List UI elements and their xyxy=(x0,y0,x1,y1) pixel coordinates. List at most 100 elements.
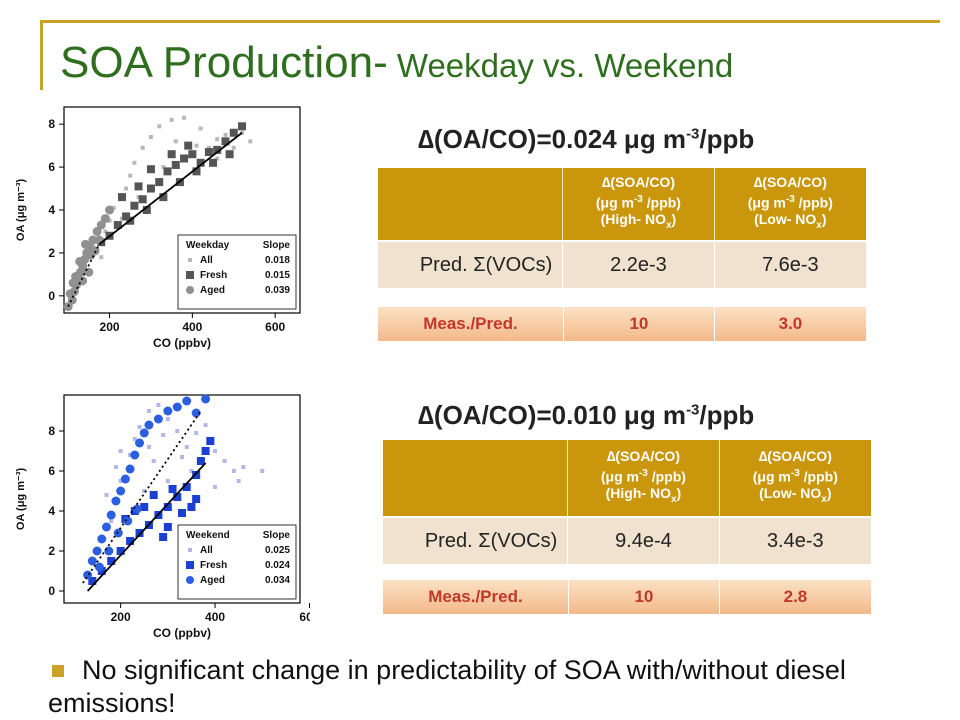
weekday-meas-row: Meas./Pred. 10 3.0 xyxy=(378,307,866,341)
weekend-xtick-label-600: 600 xyxy=(299,610,310,624)
weekend-xtick-label-400: 400 xyxy=(205,610,225,624)
weekday-point-all-20 xyxy=(206,145,211,150)
weekend-plot-svg: 200 400 600 0 2 4 6 8 CO (ppbv) OA (μg m⁻³) Weeken… xyxy=(15,394,320,640)
weekend-point-all-13 xyxy=(222,459,227,463)
weekend-legend-slope-all: 0.025 xyxy=(265,545,290,556)
weekend-point-all-21 xyxy=(165,479,170,483)
weekend-point-aged-0 xyxy=(83,570,93,580)
weekday-point-fresh-3 xyxy=(122,212,131,221)
weekday-low-line2: (μg m-3 /ppb) xyxy=(715,191,866,212)
weekday-high-line2a: (μg m xyxy=(595,194,634,211)
weekend-point-all-5 xyxy=(146,409,151,413)
weekend-point-aged-19 xyxy=(201,394,211,404)
weekend-point-fresh-4 xyxy=(126,537,135,545)
weekday-point-fresh-4 xyxy=(130,201,139,210)
weekend-point-fresh-20 xyxy=(178,509,186,517)
weekend-point-all-17 xyxy=(132,437,137,441)
weekend-delta-suffix: /ppb xyxy=(699,400,755,430)
weekend-point-aged-1 xyxy=(87,556,97,566)
weekend-high-line2a: (μg m xyxy=(600,468,639,485)
weekday-point-fresh-10 xyxy=(180,154,189,163)
weekend-high-line2b: /ppb) xyxy=(647,468,686,485)
weekday-pred-high: 2.2e-3 xyxy=(562,240,715,288)
weekend-point-all-23 xyxy=(213,485,218,489)
weekend-point-fresh-19 xyxy=(163,523,172,531)
weekend-point-all-11 xyxy=(203,423,208,427)
weekday-high-line3: (High- NOx) xyxy=(563,211,713,234)
weekend-delta-heading: ∆(OA/CO)=0.010 μg m-3/ppb xyxy=(418,400,754,431)
weekend-point-fresh-9 xyxy=(173,493,182,501)
weekday-low-line3: (Low- NOx) xyxy=(715,211,866,234)
weekday-point-all-18 xyxy=(161,165,166,170)
weekday-point-all-21 xyxy=(223,132,228,137)
weekend-meas-high: 10 xyxy=(568,580,720,614)
weekday-meas-high: 10 xyxy=(563,307,715,341)
weekday-point-all-11 xyxy=(182,115,187,120)
weekend-point-fresh-16 xyxy=(149,491,158,499)
weekend-point-aged-2 xyxy=(92,546,102,556)
weekday-header-low-nox: ∆(SOA/CO) (μg m-3 /ppb) (Low- NOx) xyxy=(714,168,866,241)
weekday-legend-marker-all xyxy=(188,258,192,262)
weekday-point-fresh-28 xyxy=(184,141,193,150)
weekend-delta-prefix: ∆(OA/CO)=0.010 xyxy=(418,400,624,430)
weekday-point-fresh-23 xyxy=(209,158,218,167)
weekend-point-all-14 xyxy=(231,469,236,473)
weekend-point-all-26 xyxy=(104,493,109,497)
weekend-point-aged-6 xyxy=(111,496,121,506)
weekday-point-all-28 xyxy=(215,156,220,161)
weekday-low-line2b: /ppb) xyxy=(794,194,833,211)
weekday-point-all-24 xyxy=(128,173,133,178)
weekday-pred-row: Pred. Σ(VOCs) 2.2e-3 7.6e-3 xyxy=(378,240,866,288)
weekend-point-all-2 xyxy=(118,479,123,483)
weekend-point-all-6 xyxy=(156,403,161,407)
weekday-legend-slope-fresh: 0.015 xyxy=(265,270,290,281)
weekend-point-all-27 xyxy=(113,465,118,469)
weekday-low-line2exp: -3 xyxy=(785,193,795,205)
weekday-point-all-4 xyxy=(111,205,116,210)
weekend-legend-marker-all xyxy=(188,548,192,552)
weekday-header-row: ∆(SOA/CO) (μg m-3 /ppb) (High- NOx) ∆(SO… xyxy=(378,168,866,241)
weekday-point-fresh-27 xyxy=(134,182,143,191)
weekday-point-aged-18 xyxy=(81,239,91,249)
weekday-legend-marker-fresh xyxy=(186,271,194,279)
weekend-point-fresh-1 xyxy=(97,567,106,575)
decorative-frame-top xyxy=(40,20,940,23)
weekend-header-low-nox: ∆(SOA/CO) (μg m-3 /ppb) (Low- NOx) xyxy=(719,440,871,517)
weekday-point-fresh-29 xyxy=(117,193,126,202)
weekday-legend-box xyxy=(177,234,297,310)
weekend-point-all-16 xyxy=(118,449,123,453)
weekend-point-fresh-2 xyxy=(107,557,116,565)
weekend-pred-low: 3.4e-3 xyxy=(718,516,871,564)
weekend-point-fresh-5 xyxy=(135,529,144,537)
weekday-point-all-12 xyxy=(198,126,203,131)
weekend-legend-name-fresh: Fresh xyxy=(200,560,227,571)
weekday-point-all-29 xyxy=(107,218,112,223)
weekday-high-line3a: (High- NO xyxy=(600,211,666,228)
weekend-point-fresh-13 xyxy=(201,447,210,455)
weekday-point-aged-14 xyxy=(105,205,115,215)
weekend-point-all-18 xyxy=(146,445,151,449)
weekend-scatter-plot: 200 400 600 0 2 4 6 8 CO (ppbv) OA (μg m⁻³) Weeken… xyxy=(0,383,320,645)
weekend-delta-unit: μg m xyxy=(623,400,687,430)
weekday-legend-header-left: Weekday xyxy=(186,240,230,251)
weekend-meas-row: Meas./Pred. 10 2.8 xyxy=(383,580,871,614)
weekday-meas-table: Meas./Pred. 10 3.0 xyxy=(378,307,866,341)
weekend-ylabel: OA (μg m⁻³) xyxy=(15,468,27,531)
weekday-low-line1: ∆(SOA/CO) xyxy=(753,173,827,190)
weekend-meas-low: 2.8 xyxy=(719,580,871,614)
weekday-point-all-6 xyxy=(132,160,137,165)
weekend-ytick-label-8: 8 xyxy=(48,424,55,438)
weekend-pred-high: 9.4e-4 xyxy=(567,516,720,564)
weekend-point-all-20 xyxy=(142,489,147,493)
weekday-scatter-plot: 200 400 600 0 2 4 6 8 CO (ppbv) OA (μg m⁻³) Weekda… xyxy=(0,95,310,355)
weekend-low-line3a: (Low- NO xyxy=(759,485,822,502)
weekday-point-all-1 xyxy=(82,268,87,273)
weekend-point-fresh-11 xyxy=(192,471,201,479)
weekday-meas-low: 3.0 xyxy=(714,307,866,341)
weekday-point-all-16 xyxy=(119,216,124,221)
weekend-ytick-label-2: 2 xyxy=(48,544,55,558)
weekend-point-aged-18 xyxy=(191,408,201,418)
weekday-xtick-label-400: 400 xyxy=(182,320,202,334)
weekend-point-fresh-21 xyxy=(192,495,201,503)
weekday-point-fresh-17 xyxy=(238,122,247,131)
